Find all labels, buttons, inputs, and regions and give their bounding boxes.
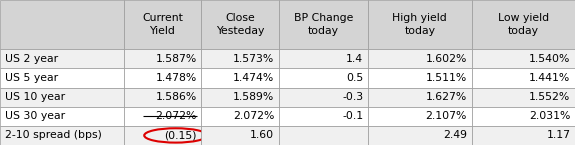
Bar (0, 0, 124, 49)
Text: BP Change
today: BP Change today (294, 13, 353, 36)
Bar (201, 0, 279, 49)
Bar (279, 88, 368, 107)
Bar (124, 49, 201, 68)
Bar (0, 107, 124, 126)
Bar (201, 107, 279, 126)
Bar (124, 88, 201, 107)
Bar (279, 68, 368, 88)
Text: US 5 year: US 5 year (5, 73, 58, 83)
Bar (124, 107, 201, 126)
Text: 1.540%: 1.540% (529, 54, 570, 64)
Text: (0.15): (0.15) (164, 130, 197, 140)
Text: 2.49: 2.49 (443, 130, 467, 140)
Text: Close
Yesteday: Close Yesteday (216, 13, 264, 36)
Bar (368, 0, 471, 49)
Text: 1.586%: 1.586% (155, 92, 197, 102)
Text: 1.511%: 1.511% (426, 73, 467, 83)
Text: 0.5: 0.5 (346, 73, 363, 83)
Bar (279, 49, 368, 68)
Bar (124, 68, 201, 88)
Text: US 10 year: US 10 year (5, 92, 65, 102)
Text: 1.627%: 1.627% (426, 92, 467, 102)
Text: Low yield
today: Low yield today (498, 13, 549, 36)
Bar (201, 126, 279, 145)
Bar (472, 0, 575, 49)
Bar (279, 126, 368, 145)
Text: 1.602%: 1.602% (426, 54, 467, 64)
Text: 2.107%: 2.107% (426, 111, 467, 121)
Bar (124, 126, 201, 145)
Bar (0, 88, 124, 107)
Bar (368, 107, 471, 126)
Text: 1.474%: 1.474% (233, 73, 274, 83)
Text: -0.1: -0.1 (342, 111, 363, 121)
Text: US 2 year: US 2 year (5, 54, 58, 64)
Bar (279, 107, 368, 126)
Text: 2.072%: 2.072% (233, 111, 274, 121)
Bar (201, 68, 279, 88)
Bar (0, 126, 124, 145)
Text: 2.072%: 2.072% (155, 111, 197, 121)
Text: Current
Yield: Current Yield (142, 13, 183, 36)
Text: 1.589%: 1.589% (233, 92, 274, 102)
Text: US 30 year: US 30 year (5, 111, 65, 121)
Bar (472, 126, 575, 145)
Bar (472, 107, 575, 126)
Text: 1.573%: 1.573% (233, 54, 274, 64)
Text: 1.60: 1.60 (250, 130, 274, 140)
Text: 2.031%: 2.031% (529, 111, 570, 121)
Bar (368, 126, 471, 145)
Text: 1.587%: 1.587% (155, 54, 197, 64)
Text: 2-10 spread (bps): 2-10 spread (bps) (5, 130, 101, 140)
Bar (279, 0, 368, 49)
Bar (0, 49, 124, 68)
Bar (472, 49, 575, 68)
Text: High yield
today: High yield today (392, 13, 447, 36)
Bar (201, 88, 279, 107)
Text: 1.478%: 1.478% (155, 73, 197, 83)
Bar (201, 49, 279, 68)
Text: 1.552%: 1.552% (529, 92, 570, 102)
Bar (0, 68, 124, 88)
Bar (472, 88, 575, 107)
Text: -0.3: -0.3 (342, 92, 363, 102)
Text: 1.4: 1.4 (346, 54, 363, 64)
Bar (368, 68, 471, 88)
Text: 1.17: 1.17 (546, 130, 570, 140)
Bar (124, 0, 201, 49)
Bar (472, 68, 575, 88)
Bar (368, 88, 471, 107)
Text: 1.441%: 1.441% (529, 73, 570, 83)
Bar (368, 49, 471, 68)
